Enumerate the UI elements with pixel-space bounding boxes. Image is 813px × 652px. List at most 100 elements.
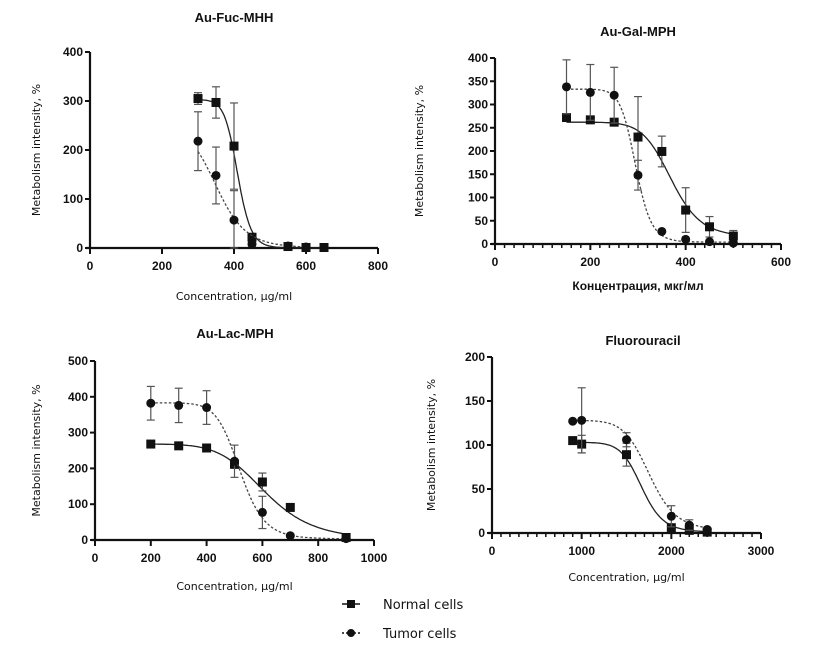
data-point-circle [568, 416, 578, 426]
x-tick-label: 3000 [748, 544, 775, 558]
data-point-square [319, 243, 329, 253]
series-normal-cells [146, 439, 351, 542]
data-point-circle [684, 520, 694, 530]
x-tick-label: 600 [296, 259, 316, 273]
x-tick-label: 600 [252, 551, 272, 565]
y-tick-label: 0 [478, 526, 485, 540]
y-tick-label: 350 [468, 74, 488, 88]
data-point-square [146, 439, 156, 449]
y-tick-label: 300 [468, 98, 488, 112]
data-point-square [174, 441, 184, 451]
y-tick-label: 200 [63, 143, 83, 157]
data-point-circle [230, 456, 239, 466]
x-tick-label: 600 [771, 255, 791, 269]
legend-label-tumor: Tumor cells [382, 627, 457, 642]
fit-curve [572, 419, 708, 529]
x-tick-label: 400 [224, 259, 244, 273]
x-tick-label: 0 [92, 551, 99, 565]
data-point-square [247, 232, 257, 242]
data-point-circle [257, 507, 267, 517]
chart-title: Fluorouracil [605, 333, 680, 348]
series-tumor-cells [562, 59, 738, 248]
series-tumor-cells [568, 387, 712, 534]
y-tick-label: 400 [68, 390, 88, 404]
y-tick-label: 100 [68, 497, 88, 511]
data-point-circle [622, 435, 631, 445]
data-point-circle [229, 215, 239, 225]
y-axis-label: Metabolism intensity, % [30, 84, 43, 216]
data-point-circle [562, 82, 571, 92]
x-tick-label: 200 [580, 255, 600, 269]
series-normal-cells [193, 86, 329, 253]
data-point-circle [193, 136, 203, 146]
y-axis-label: Metabolism intensity, % [30, 384, 43, 516]
data-point-circle [585, 87, 595, 97]
series-tumor-cells [146, 385, 351, 544]
legend-entry-tumor: Tumor cells [342, 627, 457, 642]
y-tick-label: 0 [81, 533, 88, 547]
x-tick-label: 800 [308, 551, 328, 565]
data-point-square [622, 450, 631, 460]
data-point-square [193, 94, 203, 104]
data-point-circle [247, 239, 257, 249]
x-tick-label: 1000 [361, 551, 388, 565]
x-tick-label: 400 [676, 255, 696, 269]
chart-title: Au-Gal-MPH [600, 24, 676, 39]
y-tick-label: 400 [63, 45, 83, 59]
x-tick-label: 800 [368, 259, 388, 273]
data-point-square [666, 523, 676, 533]
y-tick-label: 500 [68, 354, 88, 368]
chart-title: Au-Lac-MPH [196, 326, 273, 341]
data-point-circle [285, 531, 295, 541]
data-point-square [257, 477, 267, 487]
data-point-circle [609, 90, 619, 100]
legend: Normal cells Tumor cells [342, 598, 464, 642]
x-axis-label: Concentration, µg/ml [568, 571, 684, 584]
y-tick-label: 300 [63, 94, 83, 108]
fit-curve [566, 121, 734, 235]
y-tick-label: 300 [68, 426, 88, 440]
y-tick-label: 250 [468, 121, 488, 135]
x-tick-label: 2000 [658, 544, 685, 558]
data-point-circle [211, 170, 221, 180]
data-point-circle [728, 238, 738, 248]
x-tick-label: 200 [141, 551, 161, 565]
series-normal-cells [562, 95, 738, 243]
data-point-circle [681, 234, 691, 244]
fit-curve [150, 443, 347, 535]
x-tick-label: 0 [492, 255, 499, 269]
data-point-circle [341, 534, 351, 544]
y-tick-label: 50 [475, 214, 489, 228]
data-point-circle [202, 403, 212, 413]
data-point-circle [174, 400, 184, 410]
y-tick-label: 150 [468, 167, 488, 181]
data-point-square [562, 113, 571, 123]
legend-marker-circle [347, 629, 355, 637]
data-point-circle [657, 226, 667, 236]
data-point-square [705, 222, 714, 232]
data-point-square [229, 141, 239, 151]
data-point-square [633, 132, 643, 142]
data-point-circle [577, 415, 587, 425]
data-point-circle [705, 237, 714, 247]
y-tick-label: 200 [465, 350, 485, 364]
y-tick-label: 100 [63, 192, 83, 206]
chart-title: Au-Fuc-MHH [195, 10, 274, 25]
fit-curve [197, 151, 307, 248]
data-point-square [202, 443, 212, 453]
data-point-circle [702, 524, 712, 534]
x-tick-label: 0 [489, 544, 496, 558]
x-axis-label: Concentration, µg/ml [176, 580, 292, 593]
x-tick-label: 1000 [568, 544, 595, 558]
y-tick-label: 0 [481, 237, 488, 251]
fit-curve [150, 402, 347, 540]
y-tick-label: 150 [465, 394, 485, 408]
legend-entry-normal: Normal cells [342, 598, 464, 613]
y-axis-label: Metabolism intensity, % [425, 379, 438, 511]
y-tick-label: 200 [68, 461, 88, 475]
data-point-circle [633, 170, 643, 180]
chart-panel-1: Au-Fuc-MHH 0 100 200 300 400 0 200 400 600 800 Conc… [30, 10, 388, 303]
data-point-square [681, 205, 691, 215]
